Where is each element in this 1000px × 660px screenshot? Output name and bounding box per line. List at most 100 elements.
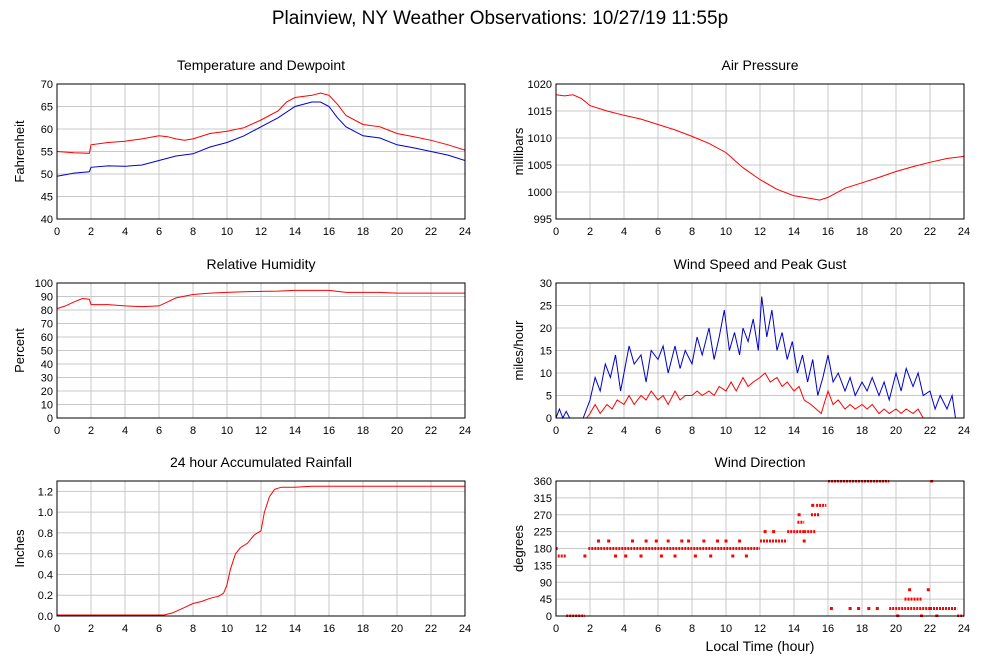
x-tick-label: 16 [323,623,335,635]
direction-point [875,607,879,610]
plot-frame [555,83,965,220]
y-tick-label: 20 [41,386,53,398]
x-tick-label: 16 [323,226,335,238]
x-tick-label: 10 [720,226,732,238]
direction-point [848,607,852,610]
y-tick-label: 0 [47,413,53,425]
y-tick-label: 30 [41,373,53,385]
direction-point [624,554,628,558]
x-tick-label: 16 [822,623,834,635]
x-tick-label: 14 [289,623,301,635]
y-tick-label: 65 [41,102,53,114]
y-axis-label: Fahrenheit [12,120,27,183]
x-tick-label: 20 [391,226,403,238]
x-tick-label: 24 [958,425,970,437]
y-tick-label: 15 [540,346,552,358]
series-line-0 [556,296,956,419]
chart-title: Temperature and Dewpoint [177,57,345,73]
x-tick-label: 20 [391,425,403,437]
direction-point [738,539,742,543]
y-tick-label: 0 [546,611,552,623]
series-line-0 [57,289,465,310]
x-tick-label: 18 [357,623,369,635]
y-axis-label: miles/hour [511,320,526,381]
x-tick-label: 22 [924,425,936,437]
chart-temp: 0 2 4 6 8 10 12 14 16 18 20 22 2440455055606570Tempe… [12,57,471,238]
x-tick-label: 18 [856,623,868,635]
y-tick-label: 60 [41,124,53,136]
x-tick-label: 4 [122,226,128,238]
x-tick-label: 4 [621,623,627,635]
x-tick-label: 18 [357,425,369,437]
y-tick-label: 25 [540,301,552,313]
direction-point [654,539,658,543]
direction-point [639,554,643,558]
y-axis-label: Percent [12,328,27,373]
direction-point [797,513,801,517]
direction-point [744,554,748,558]
series-line-0 [57,92,465,154]
plot-frame [555,282,965,419]
y-axis-label: degrees [511,525,526,572]
x-tick-label: 22 [425,226,437,238]
y-tick-label: 55 [41,147,53,159]
series-group [57,485,465,616]
direction-point [597,539,600,543]
y-tick-label: 10 [41,400,53,412]
y-tick-label: 180 [534,544,552,556]
direction-point [802,539,806,543]
y-tick-label: 60 [41,332,53,344]
x-tick-label: 2 [88,425,94,437]
x-tick-label: 2 [88,226,94,238]
x-tick-label: 4 [621,226,627,238]
x-tick-label: 22 [924,226,936,238]
direction-point [731,554,735,558]
y-tick-label: 90 [540,577,552,589]
x-tick-label: 20 [890,425,902,437]
series-group [556,94,964,201]
series-line-1 [556,372,930,419]
y-tick-label: 50 [41,346,53,358]
x-tick-label: 22 [425,425,437,437]
series-group [57,289,465,310]
chart-title: Wind Speed and Peak Gust [674,256,847,272]
y-tick-label: 225 [534,527,552,539]
direction-point [716,539,719,543]
x-tick-label: 10 [720,623,732,635]
y-tick-label: 135 [534,560,552,572]
series-line-0 [57,485,465,616]
x-tick-label: 4 [621,425,627,437]
x-tick-label: 4 [122,425,128,437]
y-tick-label: 0.0 [38,611,53,623]
x-tick-label: 24 [958,623,970,635]
x-tick-label: 2 [587,226,593,238]
x-tick-label: 6 [655,226,661,238]
direction-point [867,607,871,610]
direction-point [811,503,815,507]
series-line-0 [556,94,964,201]
x-tick-label: 10 [221,226,233,238]
direction-point [659,554,663,558]
x-tick-label: 6 [655,425,661,437]
x-tick-label: 10 [720,425,732,437]
chart-pressure: 0 2 4 6 8 10 12 14 16 18 20 22 249951000100510101015… [511,57,970,238]
x-axis-label: Local Time (hour) [706,638,815,654]
x-tick-label: 12 [255,425,267,437]
y-tick-label: 1000 [528,187,552,199]
y-tick-label: 90 [41,292,53,304]
y-tick-label: 315 [534,493,552,505]
y-tick-label: 40 [41,359,53,371]
x-tick-label: 10 [221,425,233,437]
x-tick-label: 0 [553,425,559,437]
y-tick-label: 50 [41,169,53,181]
series-group [57,92,465,177]
direction-point [614,554,617,558]
x-tick-label: 8 [190,226,196,238]
y-axis-label: millibars [511,127,526,175]
direction-point [724,539,728,543]
x-tick-label: 8 [190,623,196,635]
chart-title: Relative Humidity [207,256,316,272]
y-tick-label: 70 [41,79,53,91]
